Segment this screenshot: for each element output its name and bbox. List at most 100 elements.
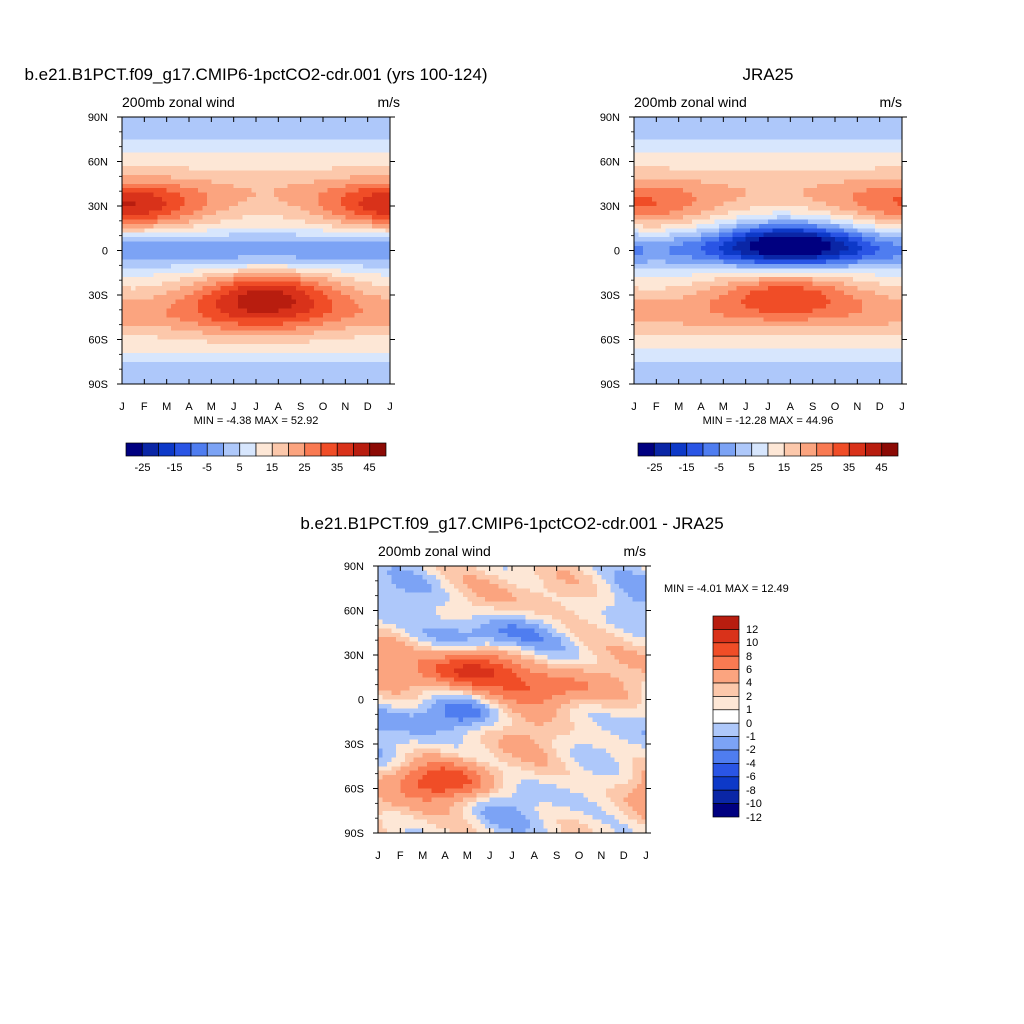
field-cell (678, 152, 684, 158)
field-cell (171, 366, 177, 372)
field-cell (660, 139, 666, 145)
field-cell (206, 223, 212, 229)
field-cell (224, 281, 230, 287)
field-cell (634, 183, 640, 189)
field-cell (323, 290, 329, 296)
field-cell (162, 321, 168, 327)
field-cell (340, 303, 346, 309)
field-cell (665, 130, 671, 136)
field-cell (327, 214, 333, 220)
field-cell (385, 308, 391, 314)
field-cell (358, 263, 364, 269)
field-cell (651, 210, 657, 216)
field-cell (135, 277, 141, 283)
field-cell (768, 157, 774, 163)
field-cell (202, 361, 208, 367)
field-cell (135, 299, 141, 305)
field-cell (144, 321, 150, 327)
field-cell (189, 183, 195, 189)
field-cell (148, 157, 154, 163)
field-cell (750, 134, 756, 140)
field-cell (367, 174, 373, 180)
field-cell (367, 317, 373, 323)
field-cell (264, 246, 270, 252)
field-cell (314, 335, 320, 341)
field-cell (135, 152, 141, 158)
field-cell (376, 268, 382, 274)
field-cell (803, 201, 809, 207)
field-cell (705, 143, 711, 149)
field-cell (148, 259, 154, 265)
field-cell (148, 165, 154, 171)
field-cell (144, 277, 150, 283)
field-cell (260, 121, 266, 127)
field-cell (256, 192, 262, 198)
field-cell (857, 206, 863, 212)
field-cell (305, 219, 311, 225)
field-cell (148, 237, 154, 243)
field-cell (656, 183, 662, 189)
field-cell (287, 268, 293, 274)
field-cell (162, 157, 168, 163)
field-cell (135, 223, 141, 229)
field-cell (300, 125, 306, 131)
field-cell (278, 295, 284, 301)
field-cell (153, 321, 159, 327)
field-cell (251, 210, 257, 216)
field-cell (701, 201, 707, 207)
field-cell (238, 232, 244, 238)
field-cell (367, 152, 373, 158)
field-cell (327, 188, 333, 194)
field-cell (345, 139, 351, 145)
field-cell (291, 179, 297, 185)
field-cell (884, 117, 890, 123)
field-cell (238, 183, 244, 189)
field-cell (327, 370, 333, 376)
field-cell (197, 183, 203, 189)
field-cell (314, 259, 320, 265)
field-cell (305, 343, 311, 349)
field-cell (269, 290, 275, 296)
field-cell (848, 197, 854, 203)
field-cell (781, 130, 787, 136)
field-cell (314, 321, 320, 327)
field-cell (287, 321, 293, 327)
field-cell (193, 165, 199, 171)
field-cell (634, 125, 640, 131)
field-cell (184, 375, 190, 381)
field-cell (287, 330, 293, 336)
field-cell (139, 308, 145, 314)
field-cell (808, 197, 814, 203)
field-cell (202, 286, 208, 292)
field-cell (224, 339, 230, 345)
field-cell (372, 312, 378, 318)
field-cell (647, 117, 653, 123)
field-cell (812, 152, 818, 158)
field-cell (282, 286, 288, 292)
field-cell (669, 192, 675, 198)
field-cell (180, 152, 186, 158)
field-cell (790, 117, 796, 123)
field-cell (220, 330, 226, 336)
field-cell (381, 370, 387, 376)
field-cell (363, 250, 369, 256)
field-cell (197, 246, 203, 252)
field-cell (224, 303, 230, 309)
field-cell (665, 206, 671, 212)
field-cell (718, 192, 724, 198)
field-cell (768, 192, 774, 198)
field-cell (754, 152, 760, 158)
field-cell (358, 210, 364, 216)
field-cell (741, 165, 747, 171)
field-cell (171, 130, 177, 136)
field-cell (367, 157, 373, 163)
field-cell (372, 197, 378, 203)
field-cell (202, 281, 208, 287)
field-cell (166, 246, 172, 252)
field-cell (385, 206, 391, 212)
field-cell (331, 192, 337, 198)
field-cell (180, 197, 186, 203)
field-cell (323, 375, 329, 381)
field-cell (135, 232, 141, 238)
field-cell (870, 157, 876, 163)
